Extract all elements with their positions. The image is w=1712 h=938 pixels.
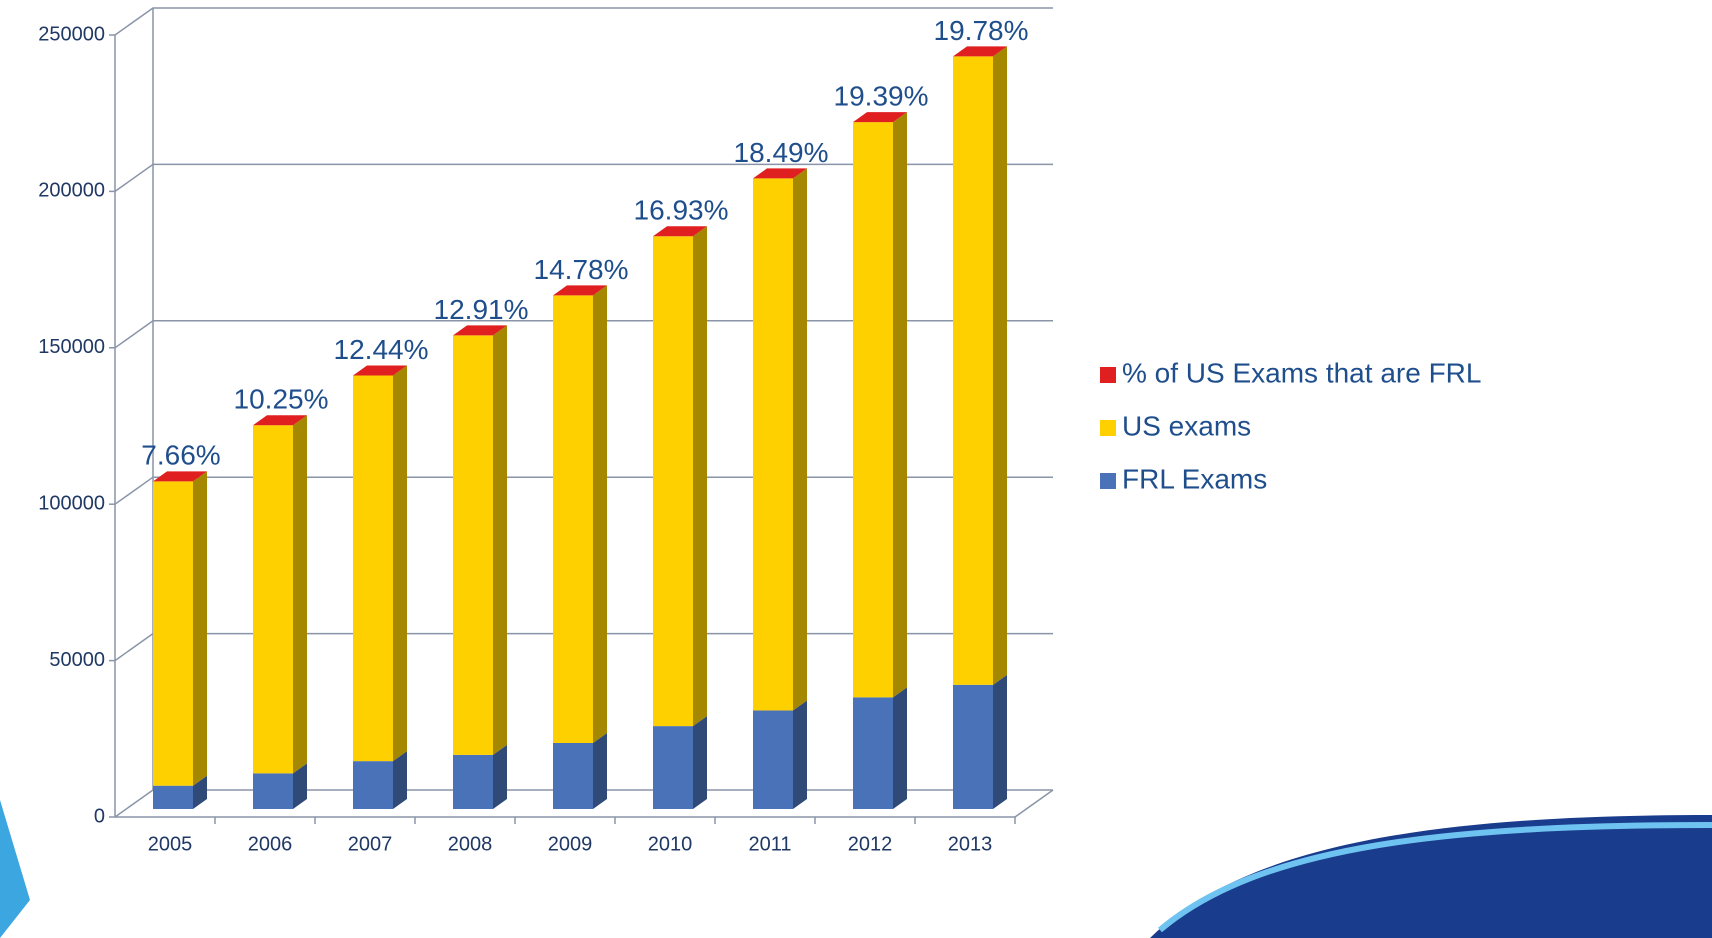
bar-side <box>593 732 607 809</box>
data-label: 18.49% <box>734 137 829 168</box>
x-tick-label: 2013 <box>948 833 993 855</box>
y-tick-label: 100000 <box>38 492 105 514</box>
bar-top <box>153 471 207 482</box>
bar-top <box>453 325 507 336</box>
legend-swatch <box>1100 473 1116 489</box>
bar <box>453 754 493 809</box>
bar-top <box>753 168 807 179</box>
x-tick-label: 2011 <box>748 833 791 855</box>
data-label: 12.91% <box>434 294 529 325</box>
bar-side <box>793 168 807 711</box>
y-tick-label: 50000 <box>49 649 105 671</box>
bar-side <box>893 687 907 809</box>
data-label: 12.44% <box>334 334 429 365</box>
bar-side <box>893 112 907 698</box>
grid-line <box>114 7 1053 36</box>
bar-side <box>393 365 407 762</box>
x-tick-label: 2010 <box>648 833 693 855</box>
bar-side <box>793 700 807 809</box>
bar-top <box>653 226 707 237</box>
bar-side <box>193 775 207 809</box>
bar <box>853 122 893 698</box>
y-tick-label: 250000 <box>38 23 105 45</box>
bar-side <box>493 744 507 809</box>
legend-label: % of US Exams that are FRL <box>1122 357 1481 388</box>
data-label: 16.93% <box>634 195 729 226</box>
bar-side <box>293 763 307 809</box>
bar <box>953 56 993 685</box>
bar <box>453 335 493 755</box>
grid-line <box>114 163 1053 193</box>
bar-side <box>593 285 607 743</box>
bar <box>553 295 593 743</box>
y-tick-label: 150000 <box>38 336 105 358</box>
bar <box>253 773 293 809</box>
bar <box>653 236 693 727</box>
floor-edge <box>1014 789 1054 818</box>
decoration <box>1150 815 1712 938</box>
bar <box>753 178 793 711</box>
data-label: 7.66% <box>141 440 220 471</box>
bar-side <box>693 716 707 809</box>
bar-top <box>953 46 1007 57</box>
bar <box>353 375 393 762</box>
x-tick-label: 2005 <box>148 833 193 855</box>
data-label: 10.25% <box>234 384 329 415</box>
bar-top <box>353 365 407 376</box>
bar-side <box>193 471 207 786</box>
bar-side <box>293 415 307 774</box>
bar <box>553 742 593 809</box>
bar <box>953 684 993 809</box>
data-label: 19.78% <box>934 15 1029 46</box>
bar <box>753 710 793 809</box>
bar <box>153 785 193 809</box>
bar-side <box>993 46 1007 685</box>
y-tick-label: 0 <box>94 805 105 827</box>
bar-top <box>553 285 607 296</box>
bar-top <box>853 112 907 123</box>
bar-side <box>393 751 407 809</box>
y-tick-label: 200000 <box>38 180 105 202</box>
legend-swatch <box>1100 420 1116 436</box>
data-label: 14.78% <box>534 254 629 285</box>
bar-top <box>253 415 307 426</box>
bar <box>253 425 293 774</box>
x-tick-label: 2009 <box>548 833 593 855</box>
bar-side <box>493 325 507 755</box>
x-tick-label: 2012 <box>848 833 893 855</box>
bar <box>353 761 393 809</box>
bar <box>153 481 193 786</box>
bar <box>653 726 693 809</box>
data-label: 19.39% <box>834 80 929 111</box>
x-tick-label: 2006 <box>248 833 293 855</box>
x-tick-label: 2007 <box>348 833 393 855</box>
legend-label: US exams <box>1122 410 1251 441</box>
bar-side <box>693 226 707 727</box>
legend-swatch <box>1100 367 1116 383</box>
decoration <box>0 800 30 938</box>
x-tick-label: 2008 <box>448 833 493 855</box>
decoration <box>1158 822 1712 933</box>
bar-side <box>993 674 1007 809</box>
bar <box>853 697 893 809</box>
legend-label: FRL Exams <box>1122 463 1267 494</box>
